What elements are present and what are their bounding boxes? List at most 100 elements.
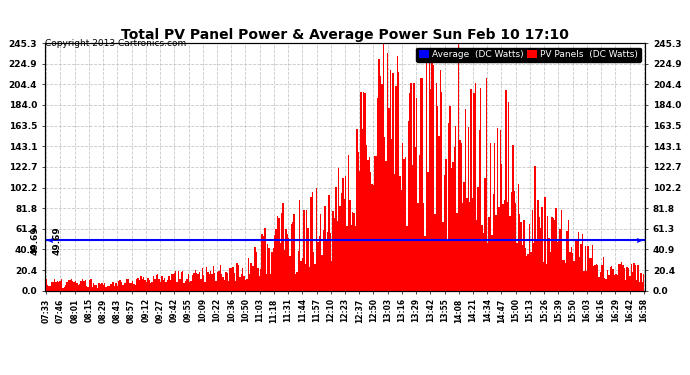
Bar xyxy=(364,93,366,291)
Bar xyxy=(571,247,572,291)
Bar xyxy=(179,279,181,291)
Bar xyxy=(448,123,449,291)
Bar xyxy=(245,280,246,291)
Bar xyxy=(628,268,629,291)
Bar xyxy=(580,244,582,291)
Legend: Average  (DC Watts), PV Panels  (DC Watts): Average (DC Watts), PV Panels (DC Watts) xyxy=(416,48,640,62)
Bar xyxy=(408,122,409,291)
Bar xyxy=(178,272,179,291)
Bar xyxy=(128,279,129,291)
Bar xyxy=(81,279,83,291)
Bar xyxy=(59,281,61,291)
Bar xyxy=(282,204,284,291)
Bar xyxy=(551,217,553,291)
Bar xyxy=(377,98,378,291)
Bar xyxy=(560,228,561,291)
Bar xyxy=(636,280,638,291)
Bar xyxy=(472,198,473,291)
Bar xyxy=(593,266,594,291)
Bar xyxy=(538,200,539,291)
Bar xyxy=(462,203,464,291)
Bar xyxy=(526,256,527,291)
Bar xyxy=(61,279,62,291)
Bar xyxy=(518,184,519,291)
Bar xyxy=(200,279,201,291)
Bar xyxy=(540,228,542,291)
Bar xyxy=(85,280,86,291)
Bar xyxy=(115,283,117,291)
Bar xyxy=(420,78,422,291)
Bar xyxy=(256,252,257,291)
Bar xyxy=(326,239,327,291)
Bar xyxy=(339,206,341,291)
Bar xyxy=(296,273,297,291)
Bar xyxy=(330,233,331,291)
Bar xyxy=(193,273,195,291)
Bar xyxy=(125,284,126,291)
Bar xyxy=(442,222,444,291)
Bar xyxy=(262,234,263,291)
Bar xyxy=(174,273,175,291)
Bar xyxy=(181,272,182,291)
Bar xyxy=(166,282,167,291)
Bar xyxy=(480,88,482,291)
Bar xyxy=(422,78,423,291)
Bar xyxy=(575,240,576,291)
Bar xyxy=(466,198,468,291)
Bar xyxy=(352,212,353,291)
Text: 49.69: 49.69 xyxy=(53,226,62,255)
Bar xyxy=(307,228,309,291)
Bar xyxy=(640,273,642,291)
Bar xyxy=(500,130,501,291)
Bar xyxy=(568,220,569,291)
Bar xyxy=(73,282,75,291)
Bar xyxy=(182,271,184,291)
Bar xyxy=(632,272,633,291)
Bar xyxy=(629,276,631,291)
Bar xyxy=(383,43,384,291)
Bar xyxy=(627,267,628,291)
Bar xyxy=(423,203,424,291)
Bar xyxy=(50,286,51,291)
Bar xyxy=(388,108,390,291)
Bar xyxy=(334,218,335,291)
Bar xyxy=(293,214,295,291)
Bar xyxy=(513,191,515,291)
Bar xyxy=(196,273,197,291)
Bar xyxy=(89,280,90,291)
Bar xyxy=(394,174,395,291)
Bar xyxy=(493,194,494,291)
Bar xyxy=(285,230,286,291)
Bar xyxy=(284,250,285,291)
Bar xyxy=(229,268,230,291)
Bar xyxy=(99,283,100,291)
Bar xyxy=(491,235,493,291)
Bar xyxy=(157,274,159,291)
Bar xyxy=(140,276,141,291)
Bar xyxy=(584,246,586,291)
Bar xyxy=(613,268,614,291)
Bar xyxy=(505,90,506,291)
Bar xyxy=(453,147,455,291)
Bar xyxy=(170,280,171,291)
Bar xyxy=(476,220,477,291)
Bar xyxy=(621,262,622,291)
Bar xyxy=(461,143,462,291)
Bar xyxy=(393,73,394,291)
Bar xyxy=(203,275,204,291)
Bar xyxy=(54,279,55,291)
Bar xyxy=(152,276,154,291)
Bar xyxy=(511,192,512,291)
Bar xyxy=(237,263,238,291)
Bar xyxy=(160,282,161,291)
Bar xyxy=(582,234,583,291)
Bar xyxy=(214,273,215,291)
Bar xyxy=(195,270,196,291)
Bar xyxy=(610,267,611,291)
Bar xyxy=(395,86,397,291)
Bar xyxy=(172,274,174,291)
Bar xyxy=(255,247,256,291)
Bar xyxy=(309,267,310,291)
Bar xyxy=(184,283,185,291)
Bar xyxy=(213,266,214,291)
